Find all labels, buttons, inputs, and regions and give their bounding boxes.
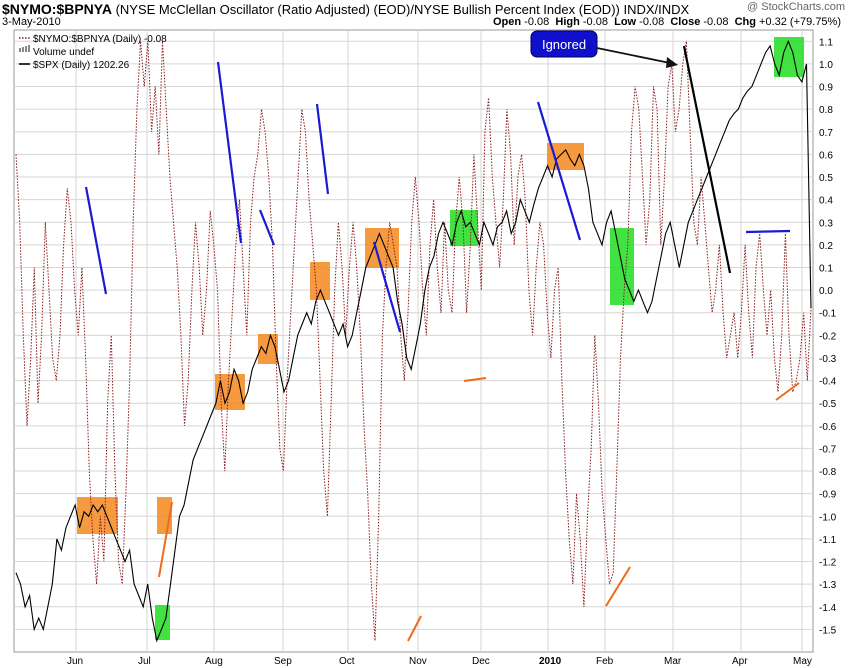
x-tick-label: Dec: [472, 656, 490, 667]
grid: [13, 29, 814, 653]
x-tick-label: 2010: [539, 656, 562, 667]
y-tick-label: 0.8: [819, 105, 833, 116]
plot-frame: [13, 29, 814, 653]
y-tick-label: -0.9: [819, 490, 837, 501]
chart-title: $NYMO:$BPNYA (NYSE McClellan Oscillator …: [2, 1, 689, 17]
close-value: -0.08: [703, 16, 729, 28]
legend-swatch-bar: [19, 48, 21, 52]
x-tick-label: Aug: [205, 656, 223, 667]
x-tick-label: Oct: [339, 656, 355, 667]
y-tick-label: -0.8: [819, 467, 837, 478]
y-tick-label: -0.4: [819, 377, 837, 388]
blue-trendline: [372, 241, 402, 333]
blue-trendline: [216, 61, 243, 244]
blue-trendline: [84, 186, 108, 295]
y-tick-label: 1.0: [819, 60, 833, 71]
x-tick-label: Sep: [274, 656, 292, 667]
legend-label: $SPX (Daily) 1202.26: [33, 60, 130, 71]
ignored-callout: Ignored: [530, 30, 678, 68]
green-highlight-box: [155, 605, 170, 640]
chart-exchange: INDX/INDX: [623, 2, 690, 17]
blue-trendline: [315, 103, 330, 195]
legend-label: $NYMO:$BPNYA (Daily) -0.08: [33, 34, 167, 45]
legend-swatch-bar: [25, 46, 27, 52]
x-tick-label: Apr: [732, 656, 748, 667]
orange-highlight-box: [365, 228, 399, 268]
chart-description: (NYSE McClellan Oscillator (Ratio Adjust…: [115, 2, 620, 17]
callout-box: [530, 30, 598, 58]
y-tick-label: -1.2: [819, 558, 837, 569]
y-tick-label: -1.3: [819, 580, 837, 591]
legend: $NYMO:$BPNYA (Daily) -0.08 Volume undef $S…: [19, 34, 167, 71]
blue-trendline: [536, 101, 582, 241]
y-tick-label: -0.1: [819, 309, 837, 320]
y-tick-label: 0.2: [819, 241, 833, 252]
ohlc-readout: Open -0.08 High -0.08 Low -0.08 Close -0…: [492, 16, 841, 28]
x-tick-label: Jul: [138, 656, 151, 667]
y-tick-label: -1.1: [819, 535, 837, 546]
y-tick-label: 0.6: [819, 150, 833, 161]
brand-logo: @ StockCharts.com: [747, 1, 845, 13]
legend-label: Volume undef: [33, 47, 94, 58]
x-tick-label: May: [793, 656, 812, 667]
x-tick-label: Nov: [409, 656, 427, 667]
callout-label: Ignored: [542, 37, 586, 52]
orange-highlight-box: [547, 143, 584, 170]
y-axis: 1.1 1.0 0.9 0.8 0.7 0.6 0.5 0.4 0.3 0.2 0.1 0.0 -0.1…: [819, 37, 837, 636]
chart-symbol: $NYMO:$BPNYA: [2, 1, 112, 17]
blue-trendline: [745, 229, 791, 234]
orange-highlight-box: [310, 262, 330, 300]
open-value: -0.08: [524, 16, 550, 28]
callout-arrow-line: [596, 47, 671, 64]
orange-trendline: [463, 377, 487, 382]
y-tick-label: 0.4: [819, 196, 833, 207]
y-tick-label: -1.5: [819, 625, 837, 636]
low-value: -0.08: [639, 16, 665, 28]
y-tick-label: 0.7: [819, 128, 833, 139]
orange-trendline: [158, 501, 173, 578]
y-tick-label: 0.0: [819, 286, 833, 297]
y-tick-label: 0.5: [819, 173, 833, 184]
orange-trendline: [407, 615, 422, 642]
y-tick-label: -0.6: [819, 422, 837, 433]
chg-value: +0.32 (+79.75%): [759, 16, 841, 28]
trendlines: [84, 45, 800, 642]
y-tick-label: -1.0: [819, 512, 837, 523]
orange-trendline: [605, 566, 631, 607]
y-tick-label: 0.1: [819, 263, 833, 274]
x-tick-label: Jun: [67, 656, 83, 667]
legend-swatch-bar: [22, 47, 24, 52]
y-tick-label: -0.7: [819, 444, 837, 455]
y-tick-label: -0.2: [819, 331, 837, 342]
spx-series-line: [15, 39, 812, 643]
y-tick-label: 0.3: [819, 218, 833, 229]
y-tick-label: -1.4: [819, 603, 837, 614]
chart-date: 3-May-2010: [2, 16, 61, 28]
callout-arrowhead: [666, 57, 678, 68]
y-tick-label: -0.5: [819, 399, 837, 410]
y-tick-label: 0.9: [819, 83, 833, 94]
x-tick-label: Feb: [596, 656, 614, 667]
legend-swatch-bar: [28, 45, 30, 52]
blue-trendline: [258, 209, 276, 246]
oscillator-series-line: [15, 41, 812, 641]
black-trendline: [682, 45, 732, 274]
y-tick-label: -0.3: [819, 354, 837, 365]
high-value: -0.08: [582, 16, 608, 28]
y-tick-label: 1.1: [819, 37, 833, 48]
x-tick-label: Mar: [664, 656, 682, 667]
orange-trendline: [775, 382, 800, 401]
series-layer: [15, 39, 812, 643]
x-axis: Jun Jul Aug Sep Oct Nov Dec 2010 Feb Mar Apr May: [67, 656, 812, 667]
highlight-boxes: [77, 37, 804, 640]
